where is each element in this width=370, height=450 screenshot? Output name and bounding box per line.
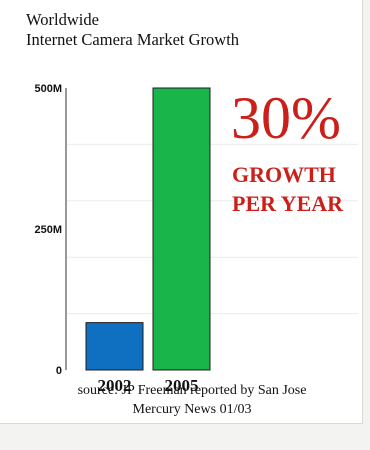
x-tick-label: 2002 xyxy=(98,376,132,395)
bar-2002 xyxy=(85,322,144,371)
source-line-1: source: JP Freeman reported by San Jose xyxy=(77,383,307,398)
growth-percent: 30% xyxy=(231,85,341,151)
source-note: source: JP Freeman reported by San Jose … xyxy=(22,381,362,419)
title-line-1: Worldwide xyxy=(26,10,99,29)
category-labels: 2002 2005 xyxy=(98,376,199,395)
growth-label-line-1: GROWTH xyxy=(232,162,336,187)
bars xyxy=(85,87,211,371)
x-tick-label: 2005 xyxy=(165,376,199,395)
growth-label-line-2: PER YEAR xyxy=(232,191,344,216)
y-tick-label: 250M xyxy=(34,224,62,236)
title-line-2: Internet Camera Market Growth xyxy=(26,30,240,49)
source-line-2: Mercury News 01/03 xyxy=(132,402,252,417)
chart-title: Worldwide Internet Camera Market Growth xyxy=(26,10,239,50)
bar-2005 xyxy=(152,87,211,371)
gridlines xyxy=(67,143,358,315)
y-tick-label: 500M xyxy=(34,83,62,95)
y-tick-label: 0 xyxy=(56,365,62,377)
y-tick-labels: 0 250M 500M xyxy=(34,83,62,377)
